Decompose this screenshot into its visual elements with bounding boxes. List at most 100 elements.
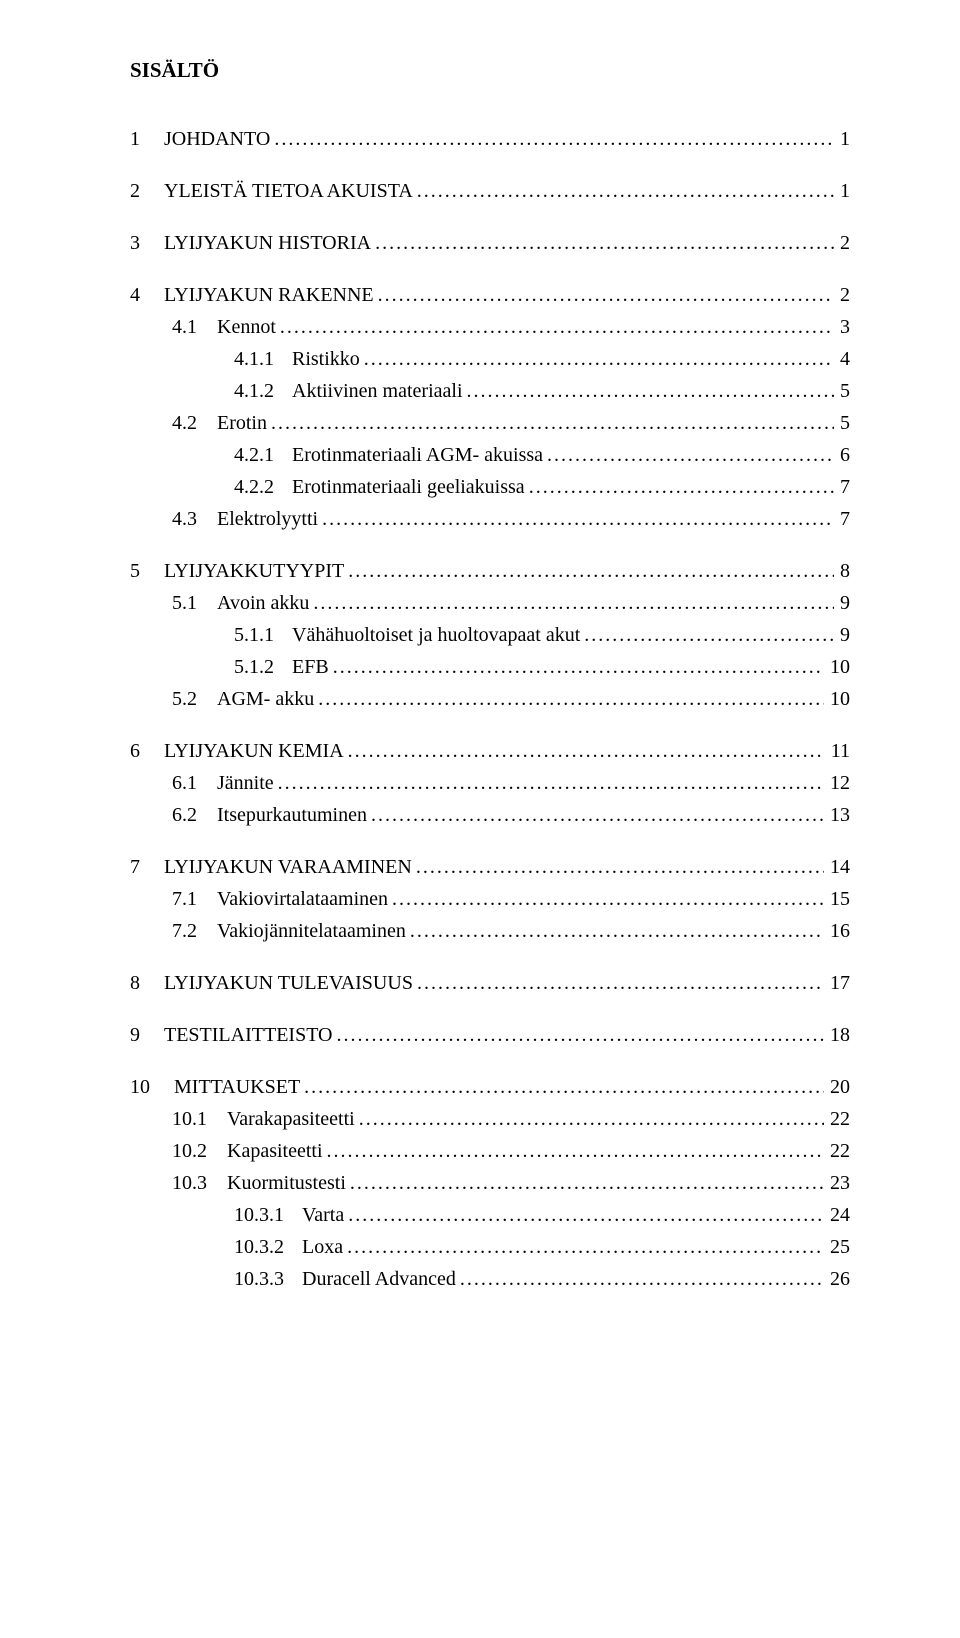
toc-leader-dots bbox=[547, 445, 834, 465]
toc-leader-dots bbox=[274, 129, 834, 149]
toc-entry: 10MITTAUKSET20 bbox=[130, 1077, 850, 1097]
toc-entry-page: 11 bbox=[825, 741, 850, 761]
toc-entry-label: Erotinmateriaali geeliakuissa bbox=[274, 477, 525, 497]
toc-entry-page: 2 bbox=[834, 233, 850, 253]
toc-entry: 4.2.2Erotinmateriaali geeliakuissa7 bbox=[130, 477, 850, 497]
toc-leader-dots bbox=[318, 689, 824, 709]
toc-entry-label: Erotin bbox=[197, 413, 267, 433]
toc-entry-number: 4.2.2 bbox=[234, 477, 274, 497]
toc-entry-label: Vähähuoltoiset ja huoltovapaat akut bbox=[274, 625, 580, 645]
toc-entry: 5.1.1Vähähuoltoiset ja huoltovapaat akut… bbox=[130, 625, 850, 645]
toc-entry-number: 8 bbox=[130, 973, 140, 993]
toc-entry-label: Elektrolyytti bbox=[197, 509, 318, 529]
toc-entry-page: 14 bbox=[824, 857, 850, 877]
toc-entry-number: 5.1.2 bbox=[234, 657, 274, 677]
toc-entry: 6LYIJYAKUN KEMIA11 bbox=[130, 741, 850, 761]
toc-entry: 10.2Kapasiteetti22 bbox=[130, 1141, 850, 1161]
toc-leader-dots bbox=[392, 889, 824, 909]
toc-entry: 4.2Erotin 5 bbox=[130, 413, 850, 433]
toc-entry-page: 22 bbox=[824, 1109, 850, 1129]
toc-entry-label: YLEISTÄ TIETOA AKUISTA bbox=[140, 181, 413, 201]
toc-leader-dots bbox=[333, 657, 824, 677]
toc-entry-label: LYIJYAKUN HISTORIA bbox=[140, 233, 371, 253]
toc-entry: 4LYIJYAKUN RAKENNE2 bbox=[130, 285, 850, 305]
toc-entry-label: Loxa bbox=[284, 1237, 343, 1257]
toc-entry-label: LYIJYAKUN TULEVAISUUS bbox=[140, 973, 413, 993]
toc-entry-page: 8 bbox=[834, 561, 850, 581]
toc-leader-dots bbox=[417, 973, 824, 993]
toc-entry-page: 10 bbox=[824, 657, 850, 677]
toc-entry-page: 6 bbox=[834, 445, 850, 465]
toc-entry-number: 10.3.3 bbox=[234, 1269, 284, 1289]
toc-entry-label: Duracell Advanced bbox=[284, 1269, 456, 1289]
toc-entry-number: 3 bbox=[130, 233, 140, 253]
toc-entry-number: 7 bbox=[130, 857, 140, 877]
toc-entry-label: LYIJYAKKUTYYPIT bbox=[140, 561, 344, 581]
toc-entry: 4.2.1Erotinmateriaali AGM- akuissa6 bbox=[130, 445, 850, 465]
toc-entry-page: 23 bbox=[824, 1173, 850, 1193]
toc-entry: 7.1Vakiovirtalataaminen15 bbox=[130, 889, 850, 909]
toc-entry: 9TESTILAITTEISTO18 bbox=[130, 1025, 850, 1045]
toc-entry: 6.1Jännite12 bbox=[130, 773, 850, 793]
toc-entry-number: 9 bbox=[130, 1025, 140, 1045]
toc-entry-number: 5.1.1 bbox=[234, 625, 274, 645]
toc-entry-number: 1 bbox=[130, 129, 140, 149]
toc-entry-number: 4.1.2 bbox=[234, 381, 274, 401]
toc-leader-dots bbox=[378, 285, 834, 305]
toc-entry-number: 6.1 bbox=[172, 773, 197, 793]
toc-entry-label: Kuormitustesti bbox=[207, 1173, 346, 1193]
document-page: SISÄLTÖ 1JOHDANTO12YLEISTÄ TIETOA AKUIST… bbox=[0, 0, 960, 1638]
toc-entry-number: 4.2 bbox=[172, 413, 197, 433]
toc-entry: 10.3.1Varta24 bbox=[130, 1205, 850, 1225]
toc-entry-page: 9 bbox=[834, 593, 850, 613]
toc-entry-number: 10.3.1 bbox=[234, 1205, 284, 1225]
toc-entry-number: 5.1 bbox=[172, 593, 197, 613]
toc-entry-label: LYIJYAKUN RAKENNE bbox=[140, 285, 374, 305]
toc-entry: 5.2AGM- akku10 bbox=[130, 689, 850, 709]
toc-entry-label: LYIJYAKUN KEMIA bbox=[140, 741, 344, 761]
toc-entry-label: Vakiovirtalataaminen bbox=[197, 889, 388, 909]
toc-entry: 5.1Avoin akku9 bbox=[130, 593, 850, 613]
toc-entry-page: 13 bbox=[824, 805, 850, 825]
toc-leader-dots bbox=[280, 317, 834, 337]
toc-entry-label: Ristikko bbox=[274, 349, 360, 369]
toc-entry-page: 17 bbox=[824, 973, 850, 993]
toc-entry-page: 26 bbox=[824, 1269, 850, 1289]
toc-entry-number: 5 bbox=[130, 561, 140, 581]
toc-leader-dots bbox=[371, 805, 824, 825]
toc-leader-dots bbox=[337, 1025, 825, 1045]
toc-entry-number: 6.2 bbox=[172, 805, 197, 825]
toc-entry-page: 7 bbox=[834, 509, 850, 529]
toc-entry: 2YLEISTÄ TIETOA AKUISTA1 bbox=[130, 181, 850, 201]
toc-entry-page: 1 bbox=[834, 181, 850, 201]
toc-entry: 4.3Elektrolyytti7 bbox=[130, 509, 850, 529]
toc-entry-label: TESTILAITTEISTO bbox=[140, 1025, 333, 1045]
toc-leader-dots bbox=[375, 233, 834, 253]
toc-leader-dots bbox=[410, 921, 824, 941]
toc-entry-number: 10 bbox=[130, 1077, 150, 1097]
toc-entry: 5LYIJYAKKUTYYPIT 8 bbox=[130, 561, 850, 581]
toc-entry-label: Aktiivinen materiaali bbox=[274, 381, 463, 401]
toc-entry: 3LYIJYAKUN HISTORIA 2 bbox=[130, 233, 850, 253]
table-of-contents: 1JOHDANTO12YLEISTÄ TIETOA AKUISTA13LYIJY… bbox=[130, 129, 850, 1289]
toc-entry-label: LYIJYAKUN VARAAMINEN bbox=[140, 857, 412, 877]
toc-entry-page: 3 bbox=[834, 317, 850, 337]
toc-entry-label: Varakapasiteetti bbox=[207, 1109, 355, 1129]
toc-entry-number: 7.2 bbox=[172, 921, 197, 941]
toc-entry-label: EFB bbox=[274, 657, 329, 677]
toc-leader-dots bbox=[304, 1077, 824, 1097]
toc-entry-page: 16 bbox=[824, 921, 850, 941]
toc-entry: 10.3.2Loxa25 bbox=[130, 1237, 850, 1257]
toc-entry: 4.1Kennot3 bbox=[130, 317, 850, 337]
toc-entry-page: 1 bbox=[834, 129, 850, 149]
toc-entry: 4.1.2Aktiivinen materiaali5 bbox=[130, 381, 850, 401]
toc-entry-page: 22 bbox=[824, 1141, 850, 1161]
toc-entry-page: 24 bbox=[824, 1205, 850, 1225]
toc-entry-page: 5 bbox=[834, 413, 850, 433]
toc-leader-dots bbox=[348, 561, 834, 581]
toc-leader-dots bbox=[529, 477, 834, 497]
toc-entry-page: 15 bbox=[824, 889, 850, 909]
toc-entry-label: JOHDANTO bbox=[140, 129, 270, 149]
toc-entry-label: AGM- akku bbox=[197, 689, 314, 709]
toc-leader-dots bbox=[278, 773, 824, 793]
